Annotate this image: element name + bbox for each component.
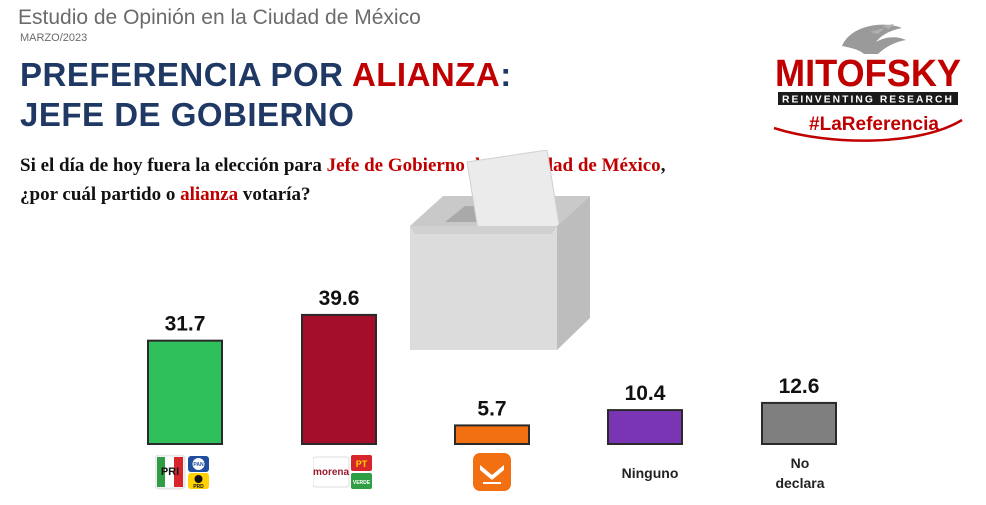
value-label-no-declara: 12.6 [779, 375, 820, 398]
question-text: Si el día de hoy fuera la elección para [20, 155, 327, 176]
bar-morena-pt-pvem [301, 313, 377, 445]
value-label-mc: 5.7 [477, 397, 506, 420]
morena-label: morena [313, 467, 349, 478]
pri-label: PRI [161, 466, 179, 478]
pri-pan-prd-logos: PRI PAN PRD [154, 454, 211, 490]
logo-tagline: REINVENTING RESEARCH [782, 95, 954, 106]
question-text-end: votaría? [238, 184, 311, 205]
headline-colon: : [500, 56, 512, 93]
question-line2: ¿por cuál partido o alianza votaría? [20, 184, 310, 206]
headline-line2: JEFE DE GOBIERNO [20, 96, 355, 133]
question-accent: alianza [180, 184, 239, 205]
mitofsky-logo: MITOFSKY REINVENTING RESEARCH #LaReferen… [773, 24, 963, 142]
question-text-end: , [660, 155, 666, 176]
logo-swoosh [773, 118, 963, 142]
study-date: MARZO/2023 [20, 32, 88, 44]
logo-hashtag: #LaReferencia [809, 114, 939, 135]
pt-label: PT [356, 459, 368, 469]
prd-label: PRD [193, 484, 204, 490]
pan-label: PAN [193, 462, 204, 468]
category-label-ninguno: Ninguno [621, 465, 679, 481]
study-title: Estudio de Opinión en la Ciudad de Méxic… [18, 6, 421, 29]
headline: PREFERENCIA POR ALIANZA: [20, 56, 512, 94]
morena-pt-pvem-logos: morena PT VERDE [312, 455, 373, 490]
bar-pri-pan-prd [147, 339, 223, 445]
horse-emblem-icon [842, 24, 906, 54]
headline-accent: ALIANZA [351, 56, 501, 93]
value-label-morena-pt-pvem: 39.6 [319, 287, 360, 310]
bar-mc [454, 424, 530, 445]
category-label-line: declara [775, 475, 825, 491]
logo-tagline-band [778, 92, 958, 105]
headline-text: PREFERENCIA POR [20, 56, 352, 93]
bar-no-declara [761, 401, 837, 446]
movimiento-ciudadano-logo [473, 453, 511, 491]
bar-ninguno [607, 409, 683, 446]
logo-brand: MITOFSKY [775, 53, 961, 95]
category-label-line: No [790, 455, 810, 471]
ballot-box-icon [410, 150, 590, 350]
pvem-label: VERDE [353, 480, 371, 486]
value-label-ninguno: 10.4 [625, 382, 666, 405]
category-label-no-declara: No declara [750, 453, 850, 493]
question-text: ¿por cuál partido o [20, 184, 181, 205]
value-label-pri-pan-prd: 31.7 [165, 313, 206, 336]
